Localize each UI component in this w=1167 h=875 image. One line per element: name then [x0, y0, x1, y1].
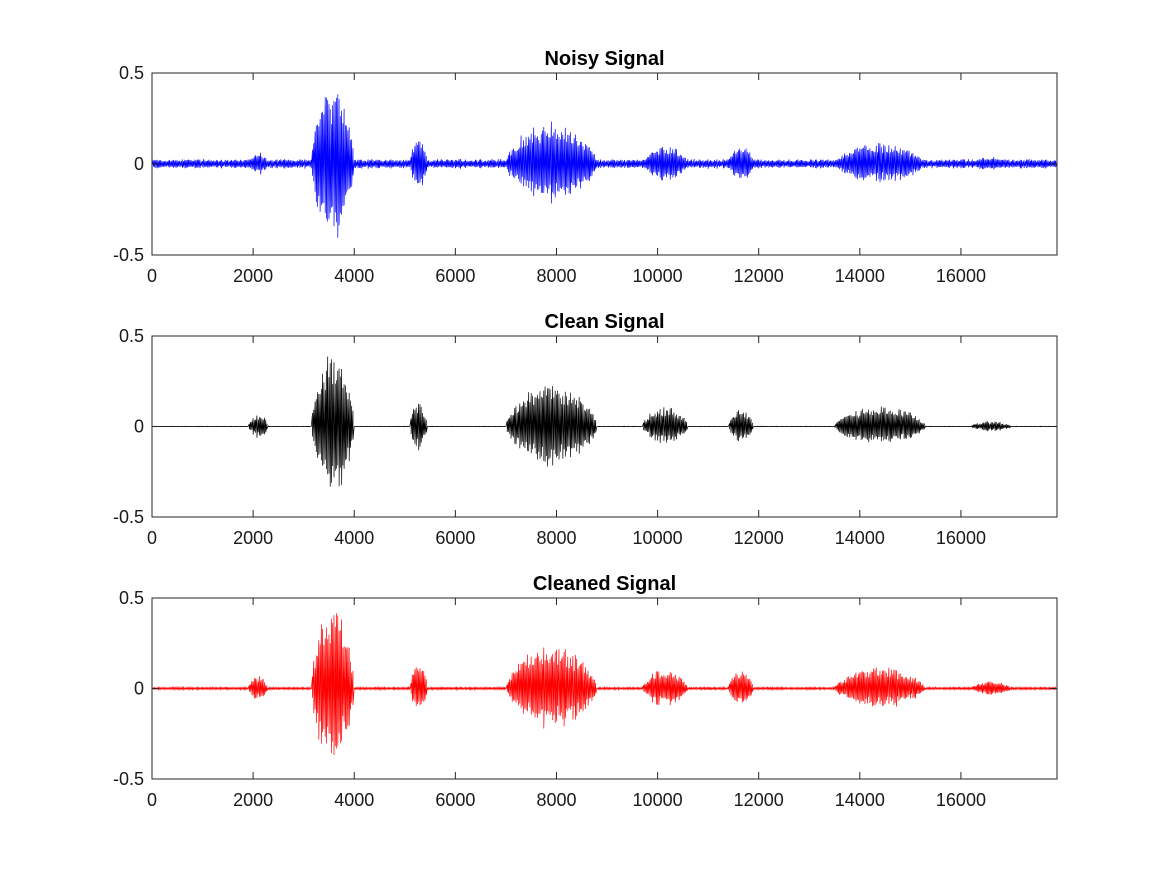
- x-tick-label: 4000: [334, 790, 374, 810]
- x-tick-label: 12000: [734, 266, 784, 286]
- x-tick-label: 10000: [633, 528, 683, 548]
- x-tick-label: 0: [147, 528, 157, 548]
- x-tick-label: 6000: [435, 266, 475, 286]
- x-tick-label: 4000: [334, 528, 374, 548]
- x-tick-label: 6000: [435, 528, 475, 548]
- x-tick-label: 2000: [233, 790, 273, 810]
- x-tick-label: 10000: [633, 266, 683, 286]
- y-tick-label: -0.5: [113, 769, 144, 789]
- x-tick-label: 0: [147, 790, 157, 810]
- x-tick-label: 10000: [633, 790, 683, 810]
- subplot-title: Cleaned Signal: [533, 573, 676, 595]
- x-tick-label: 12000: [734, 790, 784, 810]
- x-tick-label: 4000: [334, 266, 374, 286]
- x-tick-label: 14000: [835, 528, 885, 548]
- x-tick-label: 8000: [536, 266, 576, 286]
- y-tick-label: 0: [134, 417, 144, 437]
- y-tick-label: 0.5: [119, 326, 144, 346]
- x-tick-label: 16000: [936, 528, 986, 548]
- x-tick-label: 14000: [835, 266, 885, 286]
- x-tick-label: 2000: [233, 528, 273, 548]
- y-tick-label: 0.5: [119, 588, 144, 608]
- y-tick-label: 0: [134, 679, 144, 699]
- x-tick-label: 14000: [835, 790, 885, 810]
- x-tick-label: 16000: [936, 266, 986, 286]
- signal-waveform: [151, 613, 1058, 755]
- subplot-title: Noisy Signal: [544, 48, 664, 70]
- subplot-title: Clean Signal: [544, 311, 664, 333]
- y-tick-label: -0.5: [113, 245, 144, 265]
- x-tick-label: 16000: [936, 790, 986, 810]
- x-tick-label: 8000: [536, 528, 576, 548]
- subplot-noisy-signal: Noisy Signal 0 2000 4000 6000 8000 10000 12000…: [113, 48, 1058, 286]
- x-tick-label: 0: [147, 266, 157, 286]
- y-tick-label: 0.5: [119, 63, 144, 83]
- x-tick-label: 12000: [734, 528, 784, 548]
- signal-waveform: [151, 94, 1058, 238]
- x-tick-label: 8000: [536, 790, 576, 810]
- subplot-clean-signal: Clean Signal 0 2000 4000 6000 8000 10000 12000…: [113, 311, 1058, 548]
- subplot-cleaned-signal: Cleaned Signal 0 2000 4000 6000 8000 10000 120…: [113, 573, 1058, 810]
- signal-waveform: [151, 356, 1058, 487]
- x-tick-label: 6000: [435, 790, 475, 810]
- x-tick-label: 2000: [233, 266, 273, 286]
- y-tick-label: 0: [134, 154, 144, 174]
- y-tick-label: -0.5: [113, 507, 144, 527]
